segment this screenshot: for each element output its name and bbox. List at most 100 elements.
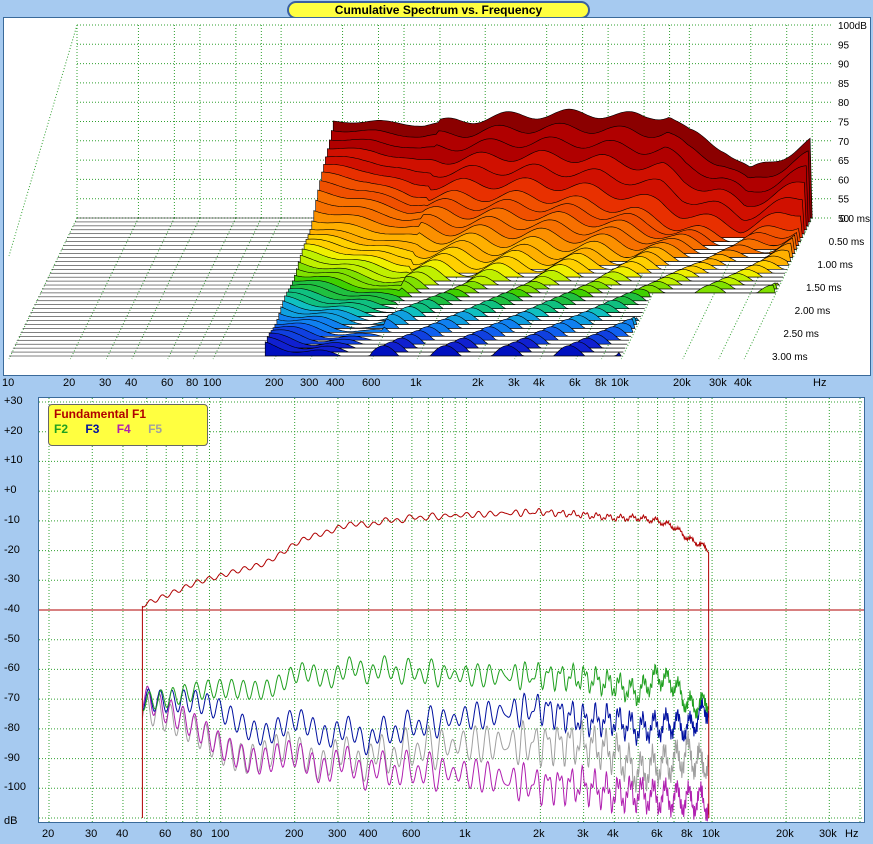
waterfall-freq-label: 30k: [709, 377, 727, 389]
distortion-x-label: Hz: [845, 828, 859, 840]
distortion-y-label: -20: [4, 544, 20, 556]
waterfall-grid-line: [8, 24, 78, 257]
waterfall-freq-label: 20k: [673, 377, 691, 389]
distortion-y-label: +20: [4, 425, 23, 437]
waterfall-freq-label: 3k: [508, 377, 520, 389]
distortion-y-label: -80: [4, 722, 20, 734]
waterfall-grid-line: [718, 217, 788, 360]
waterfall-grid-line: [167, 217, 237, 360]
series-line-f3: [142, 688, 710, 756]
distortion-x-label: 30: [85, 828, 98, 840]
legend-f2: F2: [54, 422, 69, 436]
waterfall-time-label: 0.50 ms: [829, 237, 865, 248]
waterfall-slice: [309, 228, 790, 266]
waterfall-grid-line: [8, 217, 78, 360]
legend-f4: F4: [116, 422, 131, 436]
waterfall-freq-label: 1k: [410, 377, 422, 389]
waterfall-grid-line: [743, 217, 813, 360]
waterfall-freq-label: 40k: [734, 377, 752, 389]
distortion-y-label: -40: [4, 603, 20, 615]
series-line-f1: [141, 507, 710, 819]
distortion-x-label: 600: [402, 828, 421, 840]
waterfall-grid-line: [69, 217, 139, 360]
distortion-x-label: 300: [328, 828, 347, 840]
distortion-y-label: -30: [4, 573, 20, 585]
distortion-svg: [39, 398, 864, 822]
waterfall-db-label: 60: [838, 175, 850, 186]
waterfall-freq-label: 40: [125, 377, 138, 389]
distortion-y-label: -90: [4, 752, 20, 764]
waterfall-time-label: 1.50 ms: [806, 283, 842, 294]
waterfall-slice: [311, 220, 792, 262]
distortion-x-label: 1k: [459, 828, 471, 840]
waterfall-freq-label: 100: [203, 377, 222, 389]
distortion-x-label: 10k: [702, 828, 720, 840]
distortion-chart: [38, 397, 865, 823]
distortion-x-label: 100: [211, 828, 230, 840]
waterfall-freq-label: 200: [265, 377, 284, 389]
distortion-y-label: -70: [4, 692, 20, 704]
distortion-x-label: 20k: [776, 828, 794, 840]
waterfall-db-label: 75: [838, 118, 850, 129]
distortion-x-label: 200: [285, 828, 304, 840]
waterfall-freq-label: 60: [161, 377, 174, 389]
waterfall-freq-label: 400: [326, 377, 345, 389]
waterfall-db-label: 85: [838, 79, 850, 90]
waterfall-freq-label: 600: [362, 377, 381, 389]
waterfall-grid-line: [131, 217, 201, 360]
distortion-x-label: 60: [159, 828, 172, 840]
waterfall-freq-label: 4k: [533, 377, 545, 389]
waterfall-grid-line: [539, 217, 609, 360]
distortion-y-label: -100: [4, 781, 27, 793]
waterfall-chart: 100dB 95 90 85 80 75 70 65 60 55 50 0.0 ms 0.50 ms 1.…: [3, 17, 871, 376]
waterfall-freq-label: 80: [186, 377, 199, 389]
waterfall-freq-label: 6k: [569, 377, 581, 389]
waterfall-svg: 100dB 95 90 85 80 75 70 65 60 55 500.0 ms 0.50 ms 1.…: [8, 21, 870, 363]
waterfall-slice: [264, 341, 622, 357]
waterfall-time-label: 2.00 ms: [795, 306, 831, 317]
distortion-y-label: -60: [4, 662, 20, 674]
distortion-y-label: -50: [4, 633, 20, 645]
waterfall-grid-line: [105, 217, 175, 360]
waterfall-grid-line: [212, 217, 282, 360]
waterfall-freq-label: 8k: [595, 377, 607, 389]
legend-f3: F3: [85, 422, 100, 436]
waterfall-grid-line: [192, 217, 262, 360]
distortion-y-label: +10: [4, 454, 23, 466]
waterfall-time-label: 0.0 ms: [840, 214, 870, 225]
distortion-x-label: 2k: [533, 828, 545, 840]
distortion-x-label: 6k: [651, 828, 663, 840]
waterfall-grid-line: [601, 217, 671, 360]
waterfall-freq-label: 300: [300, 377, 319, 389]
distortion-x-label: 8k: [681, 828, 693, 840]
legend-f5: F5: [148, 422, 163, 436]
distortion-y-label: +30: [4, 395, 23, 407]
waterfall-db-label: 50: [838, 214, 850, 225]
waterfall-freq-label: 10: [2, 377, 15, 389]
waterfall-db-label: 95: [838, 40, 850, 51]
distortion-y-label: -10: [4, 514, 20, 526]
waterfall-freq-label: 10k: [611, 377, 629, 389]
waterfall-time-label: 1.00 ms: [817, 260, 853, 271]
waterfall-freq-label: Hz: [813, 377, 827, 389]
distortion-x-label: 4k: [607, 828, 619, 840]
distortion-x-label: 20: [42, 828, 55, 840]
distortion-y-label: dB: [4, 815, 18, 827]
waterfall-db-label: 80: [838, 98, 850, 109]
distortion-x-label: 80: [190, 828, 203, 840]
series-line-f4: [141, 685, 710, 822]
waterfall-time-label: 3.00 ms: [772, 352, 808, 363]
waterfall-freq-label: 30: [99, 377, 112, 389]
waterfall-freq-label: 2k: [472, 377, 484, 389]
distortion-x-label: 40: [116, 828, 129, 840]
distortion-y-label: +0: [4, 484, 17, 496]
waterfall-db-label: 70: [838, 137, 850, 148]
waterfall-db-label: 100dB: [838, 21, 867, 32]
series-line-f2: [141, 655, 710, 719]
distortion-x-label: 30k: [819, 828, 837, 840]
waterfall-db-label: 65: [838, 156, 850, 167]
distortion-x-label: 3k: [577, 828, 589, 840]
waterfall-grid-line: [478, 217, 548, 360]
distortion-legend: Fundamental F1 F2 F3 F4 F5: [48, 404, 208, 446]
distortion-x-label: 400: [359, 828, 378, 840]
